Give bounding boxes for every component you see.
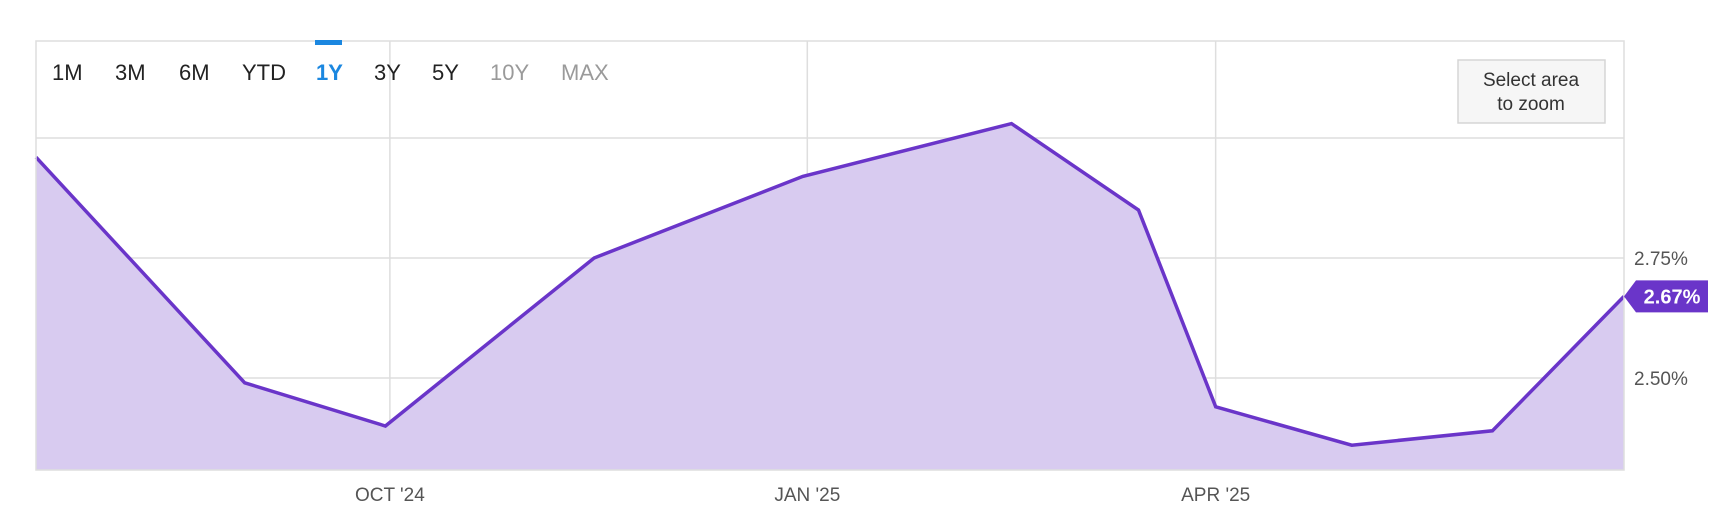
last-value-badge-shape [1624, 280, 1708, 313]
active-range-indicator [315, 40, 342, 45]
select-area-zoom-button[interactable]: Select area to zoom [1457, 59, 1606, 124]
last-value-label: 2.67% [1644, 286, 1701, 308]
y-tick-label: 2.50% [1634, 369, 1688, 390]
range-option-ytd[interactable]: YTD [242, 60, 286, 85]
plot-border [35, 40, 1625, 471]
x-tick-label: JAN '25 [774, 485, 840, 506]
last-value-badge: 2.67% [1624, 280, 1708, 313]
x-tick-label: APR '25 [1181, 485, 1250, 506]
y-axis-tick-labels: 2.50% 2.75% [1634, 249, 1688, 390]
series-area-fill [36, 123, 1624, 470]
zoom-button-line1: Select area [1483, 70, 1580, 91]
plot-frame [35, 40, 1625, 471]
series-area-layer [34, 121, 1626, 470]
zoom-button-line2: to zoom [1497, 94, 1565, 115]
range-option-10y[interactable]: 10Y [490, 60, 529, 85]
range-option-max[interactable]: MAX [561, 60, 609, 85]
range-option-5y[interactable]: 5Y [432, 60, 459, 85]
zoom-button-box[interactable] [1457, 59, 1606, 124]
range-option-1m[interactable]: 1M [52, 60, 83, 85]
x-axis-tick-labels: OCT '24 JAN '25 APR '25 [355, 485, 1250, 506]
range-option-6m[interactable]: 6M [179, 60, 210, 85]
range-selector[interactable]: 1M 3M 6M YTD 1Y 3Y 5Y 10Y MAX [52, 40, 609, 85]
range-option-3y[interactable]: 3Y [374, 60, 401, 85]
x-tick-label: OCT '24 [355, 485, 425, 506]
y-tick-label: 2.75% [1634, 249, 1688, 270]
range-option-1y[interactable]: 1Y [316, 60, 343, 85]
range-option-3m[interactable]: 3M [115, 60, 146, 85]
